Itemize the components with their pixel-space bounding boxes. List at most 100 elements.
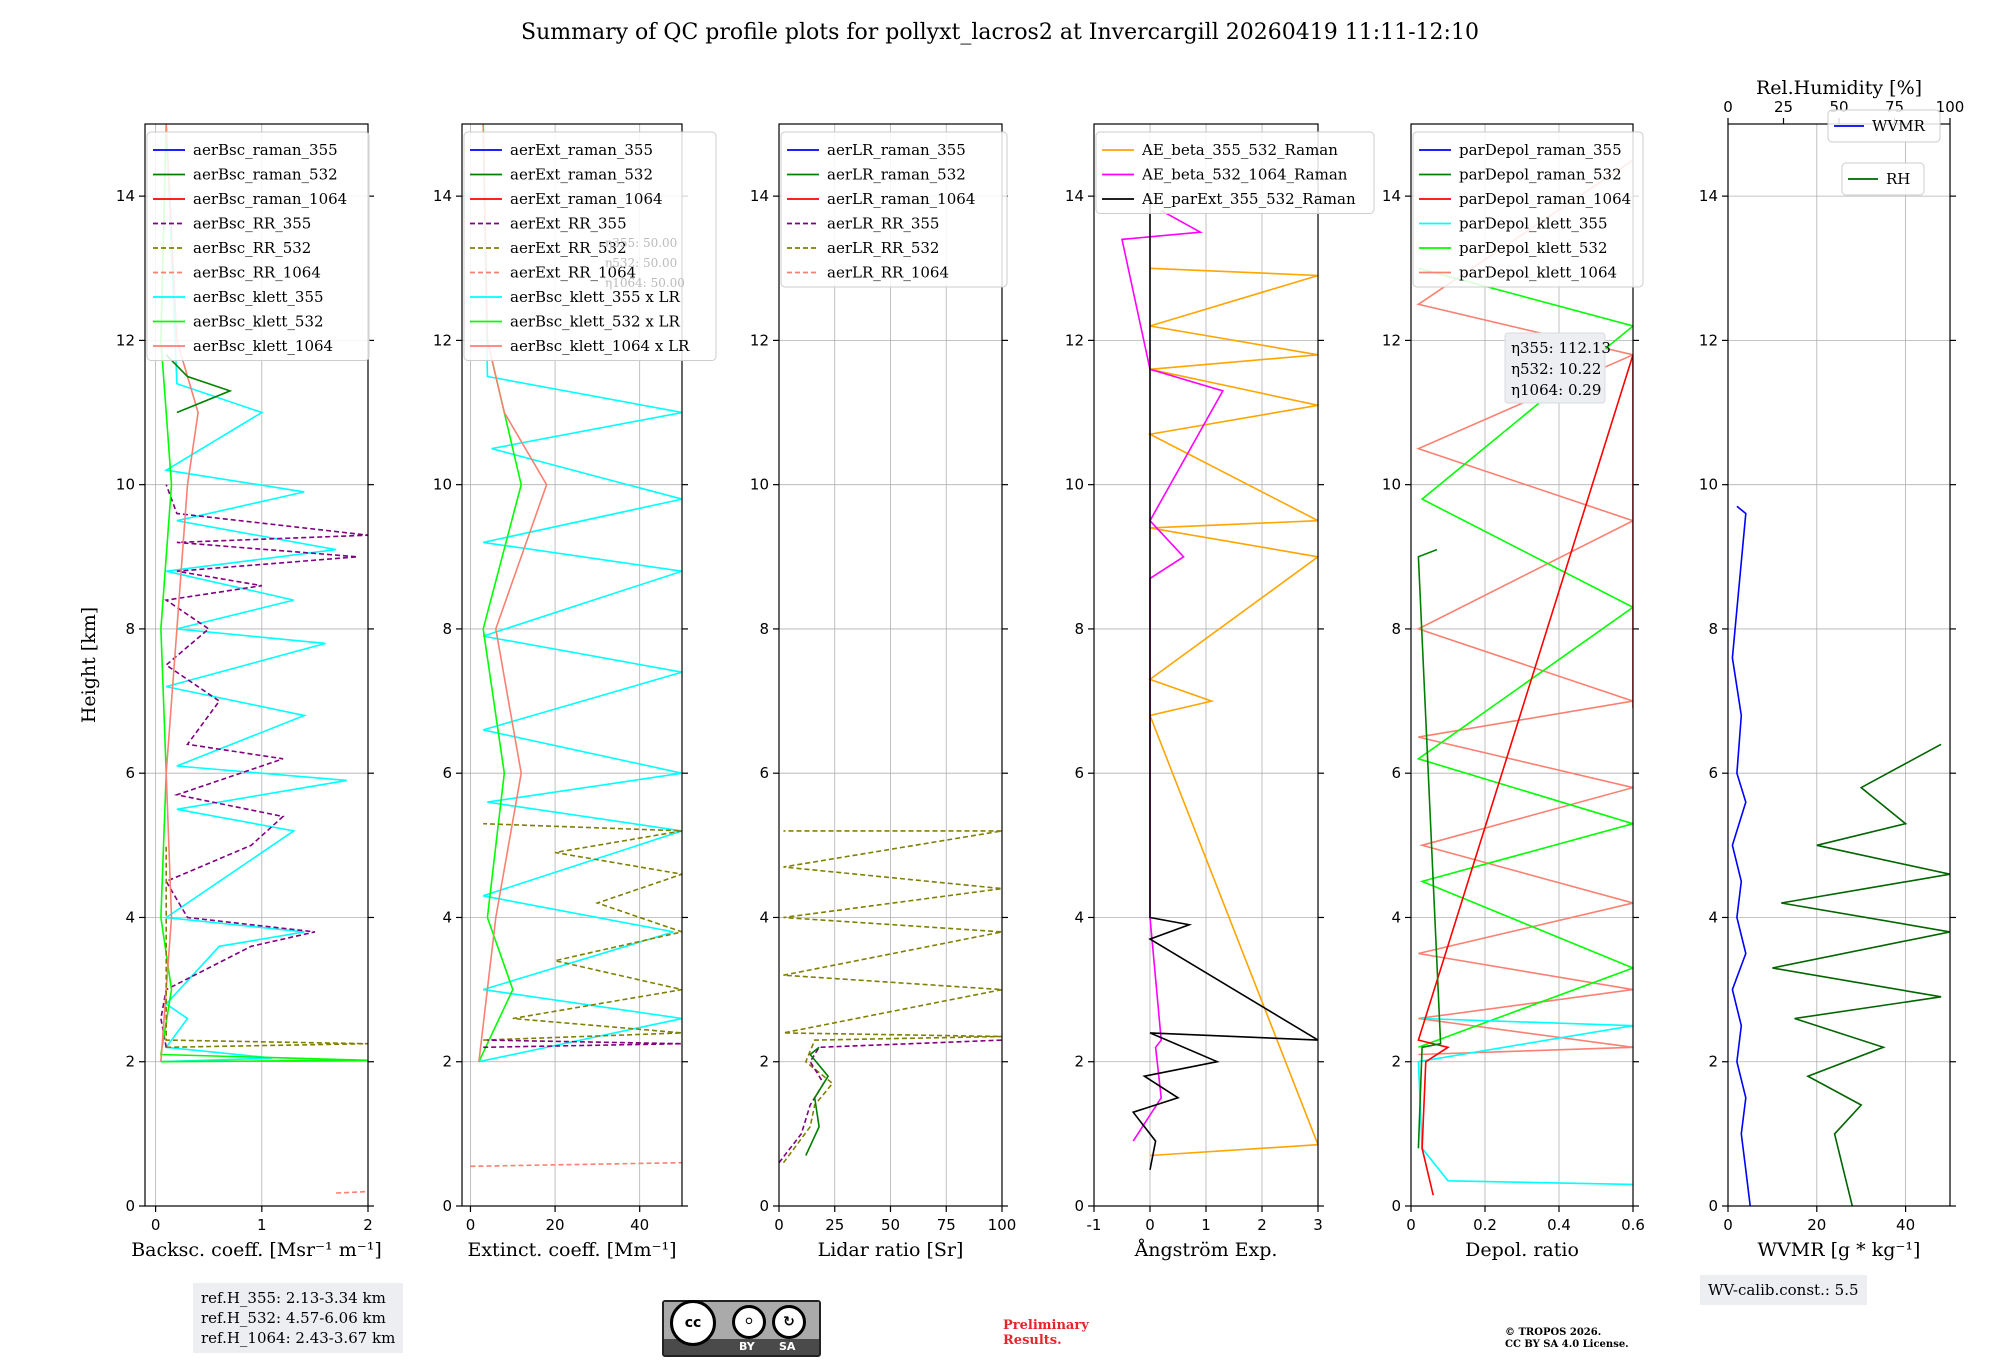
legend-label-ae-beta-532-1064-raman: AE_beta_532_1064_Raman — [1141, 166, 1348, 184]
ref-height-1064: ref.H_1064: 2.43-3.67 km — [201, 1329, 396, 1347]
x-tick-label: 2 — [363, 1216, 373, 1234]
y-tick-label: 12 — [116, 331, 135, 349]
series-aerlr-raman-532 — [805, 1046, 830, 1156]
legend-label-pardepol-raman-532: parDepol_raman_532 — [1459, 166, 1622, 184]
legend-label-aerbsc-klett-1064-x-lr: aerBsc_klett_1064 x LR — [510, 337, 690, 355]
x-tick-label: 40 — [1896, 1216, 1915, 1234]
y-tick-label: 14 — [1065, 187, 1084, 205]
y-tick-label: 8 — [1391, 620, 1401, 638]
y-tick-label: 14 — [433, 187, 452, 205]
legend: AE_beta_355_532_Raman AE_beta_532_1064_Ra… — [1095, 131, 1375, 214]
legend-label-aerbsc-klett-532-x-lr: aerBsc_klett_532 x LR — [510, 313, 681, 331]
top-x-tick-label: 100 — [1936, 98, 1965, 116]
legend-box — [463, 131, 717, 361]
legend-label-aerbsc-rr-355: aerBsc_RR_355 — [193, 215, 311, 233]
y-tick-label: 12 — [750, 331, 769, 349]
x-tick-label: 3 — [1313, 1216, 1323, 1234]
cc-icon: cc — [670, 1300, 716, 1346]
y-tick-label: 10 — [750, 476, 769, 494]
series-rh — [1772, 743, 1950, 1206]
legend-label-aerext-raman-1064: aerExt_raman_1064 — [510, 190, 663, 208]
y-tick-label: 6 — [1074, 764, 1084, 782]
eta-value: 10.22 — [1558, 360, 1601, 378]
x-tick-label: 50 — [881, 1216, 900, 1234]
x-axis-label: Ångström Exp. — [1134, 1239, 1278, 1261]
y-tick-label: 2 — [1074, 1053, 1084, 1071]
y-tick-label: 10 — [116, 476, 135, 494]
x-tick-label: -1 — [1087, 1216, 1102, 1234]
series-group — [1416, 159, 1633, 1196]
x-tick-label: 20 — [546, 1216, 565, 1234]
legend-label-aerbsc-rr-532: aerBsc_RR_532 — [193, 239, 311, 257]
eta-value: 0.29 — [1568, 381, 1601, 399]
axes-frame — [144, 123, 369, 1207]
x-tick-label: 0 — [1723, 1216, 1733, 1234]
eta-value: 112.13 — [1558, 339, 1611, 357]
eta-overlay-text: η532: 50.00 — [605, 256, 677, 270]
legend-label-ae-beta-355-532-raman: AE_beta_355_532_Raman — [1141, 141, 1338, 159]
y-tick-label: 6 — [759, 764, 769, 782]
legend-label-aerlr-raman-1064: aerLR_raman_1064 — [827, 190, 975, 208]
y-tick-label: 0 — [1074, 1197, 1084, 1215]
legend: aerLR_raman_355 aerLR_raman_532 aerLR_rama… — [780, 131, 1008, 288]
x-tick-label: 25 — [825, 1216, 844, 1234]
y-tick-label: 2 — [759, 1053, 769, 1071]
legend-label-aerbsc-raman-355: aerBsc_raman_355 — [193, 141, 338, 159]
legend-label-aerlr-raman-532: aerLR_raman_532 — [827, 166, 966, 184]
x-tick-label: 0.6 — [1621, 1216, 1645, 1234]
legend-label-pardepol-klett-532: parDepol_klett_532 — [1459, 239, 1608, 257]
legend-label-aerbsc-klett-1064: aerBsc_klett_1064 — [193, 337, 333, 355]
legend-label-ae-parext-355-532-raman: AE_parExt_355_532_Raman — [1141, 190, 1356, 208]
y-tick-label: 0 — [442, 1197, 452, 1215]
top-axis-label: Rel.Humidity [%] — [1756, 77, 1922, 99]
x-tick-label: 0 — [466, 1216, 476, 1234]
y-tick-label: 0 — [125, 1197, 135, 1215]
y-axis-label: Height [km] — [78, 607, 100, 723]
legend-label-pardepol-klett-355: parDepol_klett_355 — [1459, 215, 1608, 233]
series-aerbsc-rr-355 — [160, 484, 368, 1048]
legend-box — [1095, 131, 1375, 214]
copyright-notice: © TROPOS 2026. CC BY SA 4.0 License. — [1505, 1327, 1629, 1351]
x-tick-label: 1 — [257, 1216, 267, 1234]
eta-label: η355: 112.13 — [1511, 339, 1611, 357]
eta-overlay-text: η1064: 50.00 — [605, 276, 685, 290]
wv-calibration-box: WV-calib.const.: 5.5 — [1700, 1275, 1867, 1305]
legend-label-aerbsc-klett-355-x-lr: aerBsc_klett_355 x LR — [510, 288, 681, 306]
series-group — [779, 830, 1002, 1164]
eta-overlay-text: η355: 50.00 — [605, 236, 677, 250]
x-axis-label: WVMR [g * kg⁻¹] — [1758, 1239, 1921, 1261]
x-tick-label: 0.4 — [1547, 1216, 1571, 1234]
series-aerext-rr-1064 — [470, 1161, 682, 1168]
legend-label-pardepol-raman-355: parDepol_raman_355 — [1459, 141, 1622, 159]
y-tick-label: 12 — [1699, 331, 1718, 349]
legend-label-aerbsc-klett-532: aerBsc_klett_532 — [193, 313, 324, 331]
y-tick-label: 8 — [1074, 620, 1084, 638]
y-tick-label: 14 — [1382, 187, 1401, 205]
wv-calib-text: WV-calib.const.: 5.5 — [1708, 1281, 1859, 1299]
y-tick-label: 6 — [1708, 764, 1718, 782]
y-tick-label: 10 — [1382, 476, 1401, 494]
axes-frame — [461, 123, 683, 1207]
legend-box — [1412, 131, 1644, 288]
eta-label: η1064: 0.29 — [1511, 381, 1601, 399]
y-tick-label: 4 — [1708, 908, 1718, 926]
legend-label-aerext-raman-355: aerExt_raman_355 — [510, 141, 653, 159]
x-axis-label: Extinct. coeff. [Mm⁻¹] — [467, 1239, 676, 1261]
y-tick-label: 12 — [433, 331, 452, 349]
legend-label-aerlr-rr-355: aerLR_RR_355 — [827, 215, 939, 233]
x-tick-label: 2 — [1257, 1216, 1267, 1234]
series-group — [1121, 196, 1318, 1171]
top-x-tick-label: 25 — [1774, 98, 1793, 116]
y-tick-label: 8 — [125, 620, 135, 638]
y-tick-label: 10 — [1065, 476, 1084, 494]
legend: WVMR RH — [1827, 109, 1941, 196]
legend-label-pardepol-klett-1064: parDepol_klett_1064 — [1459, 264, 1617, 282]
legend-label-aerlr-rr-532: aerLR_RR_532 — [827, 239, 939, 257]
y-tick-label: 12 — [1065, 331, 1084, 349]
legend-label-rh: RH — [1886, 170, 1910, 188]
y-tick-label: 6 — [1391, 764, 1401, 782]
x-tick-label: 0 — [1145, 1216, 1155, 1234]
cc-license-badge[interactable]: cc ⚪ ↻ BY SA — [662, 1300, 821, 1357]
y-tick-label: 4 — [125, 908, 135, 926]
